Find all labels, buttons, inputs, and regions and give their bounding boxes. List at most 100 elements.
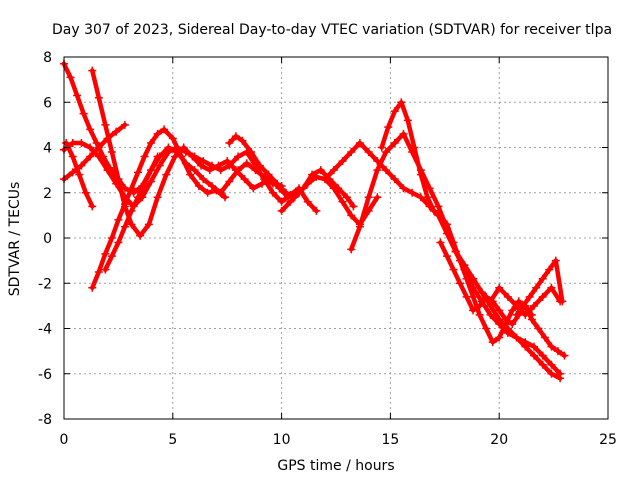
series-sat-d — [62, 138, 97, 211]
data-point-marker — [503, 292, 512, 301]
y-tick-label: -8 — [38, 412, 52, 428]
data-point-marker — [556, 374, 565, 383]
data-point-marker — [127, 220, 136, 229]
data-point-marker — [247, 148, 256, 157]
data-point-marker — [107, 148, 116, 157]
data-point-marker — [527, 315, 536, 324]
data-point-marker — [179, 143, 188, 152]
data-point-marker — [384, 123, 393, 132]
data-point-marker — [530, 342, 539, 351]
data-point-marker — [101, 249, 110, 258]
data-point-marker — [364, 148, 373, 157]
data-point-marker — [329, 166, 338, 175]
data-point-marker — [338, 197, 347, 206]
data-point-marker — [94, 143, 103, 152]
data-point-marker — [460, 261, 469, 270]
data-point-marker — [188, 152, 197, 161]
data-point-marker — [364, 193, 373, 202]
data-point-marker — [75, 170, 84, 179]
data-point-marker — [207, 181, 216, 190]
data-point-marker — [403, 116, 412, 125]
data-point-marker — [127, 206, 136, 215]
data-point-marker — [73, 91, 82, 100]
data-point-marker — [231, 166, 240, 175]
data-point-marker — [488, 338, 497, 347]
data-point-marker — [88, 283, 97, 292]
data-point-marker — [390, 138, 399, 147]
data-point-marker — [68, 152, 77, 161]
data-point-marker — [160, 125, 169, 134]
data-point-marker — [277, 197, 286, 206]
data-point-marker — [390, 175, 399, 184]
data-point-marker — [186, 170, 195, 179]
x-tick-label: 10 — [273, 432, 291, 448]
data-point-marker — [162, 170, 171, 179]
data-point-marker — [112, 127, 121, 136]
data-point-marker — [316, 166, 325, 175]
y-tick-label: 6 — [43, 95, 52, 111]
y-tick-label: -2 — [38, 276, 52, 292]
data-point-marker — [312, 206, 321, 215]
data-point-marker — [68, 168, 77, 177]
data-point-marker — [329, 184, 338, 193]
data-point-marker — [155, 161, 164, 170]
data-point-marker — [519, 301, 528, 310]
data-point-marker — [530, 301, 539, 310]
data-point-marker — [530, 351, 539, 360]
data-point-marker — [94, 267, 103, 276]
data-point-marker — [101, 265, 110, 274]
data-point-marker — [355, 138, 364, 147]
data-point-marker — [240, 175, 249, 184]
data-point-marker — [199, 157, 208, 166]
data-point-marker — [147, 177, 156, 186]
series-sat-o — [512, 256, 567, 319]
data-point-marker — [308, 170, 317, 179]
y-axis-label: SDTVAR / TECUs — [7, 182, 23, 297]
data-point-marker — [451, 247, 460, 256]
data-point-marker — [214, 161, 223, 170]
data-point-marker — [534, 324, 543, 333]
data-point-marker — [107, 234, 116, 242]
y-tick-label: -6 — [38, 367, 52, 383]
data-point-marker — [486, 297, 495, 306]
data-point-marker — [223, 157, 232, 166]
data-point-marker — [347, 245, 356, 254]
data-point-marker — [429, 206, 438, 215]
data-point-marker — [547, 360, 556, 369]
data-point-marker — [153, 193, 162, 202]
data-point-marker — [338, 157, 347, 166]
data-point-marker — [538, 360, 547, 369]
data-point-marker — [303, 197, 312, 206]
data-point-marker — [532, 283, 541, 292]
data-point-marker — [212, 186, 221, 195]
data-point-marker — [286, 197, 295, 206]
data-point-marker — [153, 129, 162, 138]
data-point-marker — [66, 73, 75, 82]
y-tick-label: 2 — [43, 186, 52, 202]
data-point-marker — [268, 188, 277, 197]
data-point-marker — [456, 279, 465, 288]
data-point-marker — [512, 310, 521, 319]
data-point-marker — [547, 369, 556, 378]
data-point-marker — [88, 66, 97, 75]
data-point-marker — [312, 172, 321, 181]
data-point-marker — [495, 283, 504, 292]
data-point-marker — [136, 231, 145, 240]
data-point-marker — [231, 132, 240, 141]
data-point-marker — [521, 342, 530, 351]
data-point-marker — [168, 134, 177, 143]
data-point-marker — [177, 152, 186, 161]
x-tick-label: 15 — [381, 432, 399, 448]
data-point-marker — [540, 333, 549, 342]
data-point-marker — [475, 301, 484, 310]
data-point-marker — [114, 215, 123, 224]
data-point-marker — [303, 179, 312, 188]
data-point-marker — [88, 202, 97, 211]
data-point-marker — [194, 181, 203, 190]
data-point-marker — [410, 143, 419, 152]
data-point-marker — [408, 188, 417, 197]
data-point-marker — [281, 188, 290, 197]
data-point-marker — [486, 310, 495, 319]
data-point-marker — [114, 175, 123, 184]
